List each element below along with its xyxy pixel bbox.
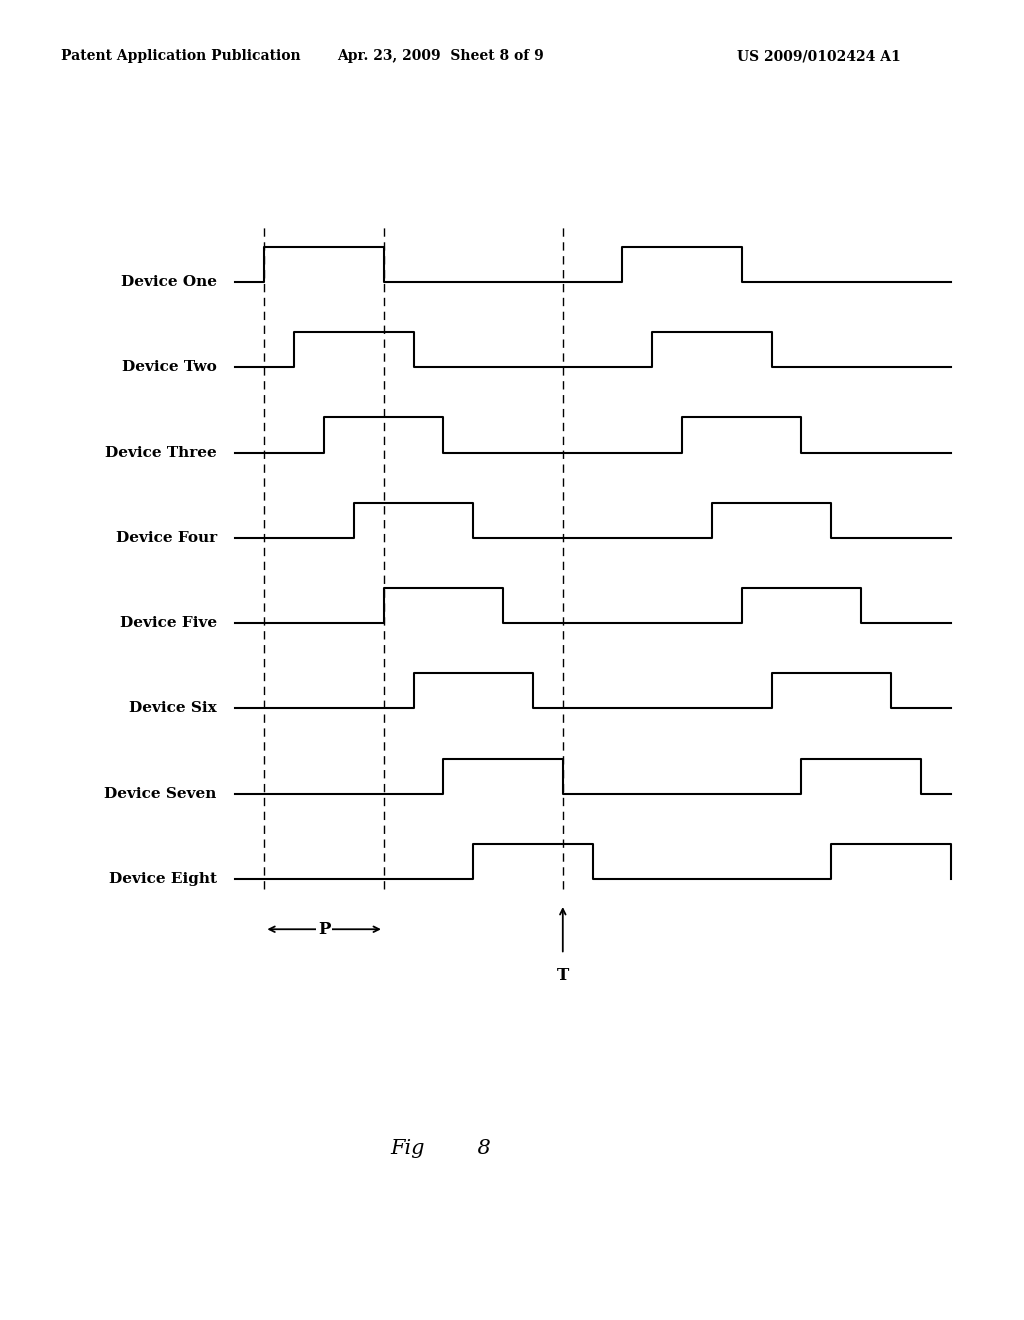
Text: Device One: Device One	[121, 275, 217, 289]
Text: US 2009/0102424 A1: US 2009/0102424 A1	[737, 49, 901, 63]
Text: Patent Application Publication: Patent Application Publication	[61, 49, 301, 63]
Text: Fig        8: Fig 8	[390, 1139, 490, 1158]
Text: Device Two: Device Two	[122, 360, 217, 375]
Text: Device Seven: Device Seven	[104, 787, 217, 801]
Text: P: P	[317, 921, 331, 937]
Text: Apr. 23, 2009  Sheet 8 of 9: Apr. 23, 2009 Sheet 8 of 9	[337, 49, 544, 63]
Text: Device Eight: Device Eight	[109, 873, 217, 886]
Text: T: T	[557, 966, 569, 983]
Text: Device Three: Device Three	[105, 446, 217, 459]
Text: Device Four: Device Four	[116, 531, 217, 545]
Text: Device Six: Device Six	[129, 701, 217, 715]
Text: Device Five: Device Five	[120, 616, 217, 630]
